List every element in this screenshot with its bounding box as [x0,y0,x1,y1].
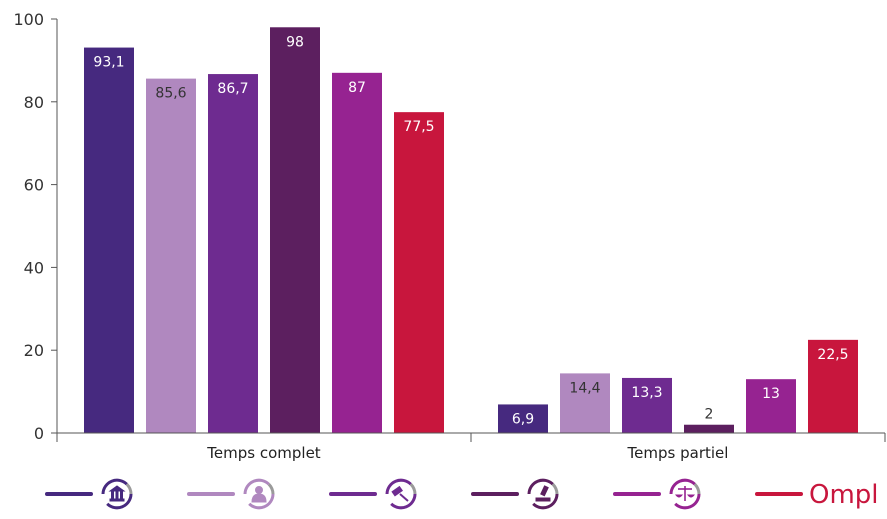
user-icon [243,478,275,510]
legend-item [329,478,417,510]
bar [746,379,796,433]
data-label: 2 [705,407,714,423]
data-label: 98 [286,34,304,50]
y-axis: 0 20 40 60 80 100 [13,10,58,443]
y-tick-label: 80 [24,93,44,112]
bar [498,404,548,433]
bank-icon [101,478,133,510]
bar [560,373,610,433]
y-tick-label: 20 [24,341,44,360]
data-label: 13,3 [631,385,662,401]
lab-icon [527,478,559,510]
legend: Ompl [45,478,879,510]
scales-icon [669,478,701,510]
bar [270,27,320,434]
data-label: 86,7 [217,81,248,97]
x-category-label: Temps partiel [627,444,729,462]
bar [84,47,134,433]
bar [808,339,858,433]
y-tick-label: 0 [34,424,44,443]
bar [684,424,734,433]
bars [84,27,858,434]
data-labels: 93,1 85,6 86,7 98 87 77,5 6,9 14,4 13,3 2 13 22,5 [93,34,848,427]
data-label: 13 [762,386,780,402]
y-tick-label: 100 [13,10,44,29]
bar [622,377,672,433]
bar [394,112,444,434]
data-label: 93,1 [93,55,124,71]
bar [332,72,382,433]
data-label: 87 [348,80,366,96]
legend-item: Ompl [755,480,879,510]
y-tick-label: 60 [24,176,44,195]
x-axis: Temps complet Temps partiel [56,432,886,462]
y-tick-label: 40 [24,258,44,277]
data-label: 77,5 [403,119,434,135]
data-label: 22,5 [817,347,848,363]
gavel-icon [385,478,417,510]
legend-item [187,478,275,510]
legend-item [471,478,559,510]
data-label: 14,4 [569,380,600,396]
legend-item [613,478,701,510]
x-category-label: Temps complet [206,444,321,462]
ompl-logo: Ompl [809,480,879,510]
bar [208,74,258,433]
legend-item [45,478,133,510]
data-label: 6,9 [512,411,534,427]
data-label: 85,6 [155,86,186,102]
bar [146,78,196,433]
